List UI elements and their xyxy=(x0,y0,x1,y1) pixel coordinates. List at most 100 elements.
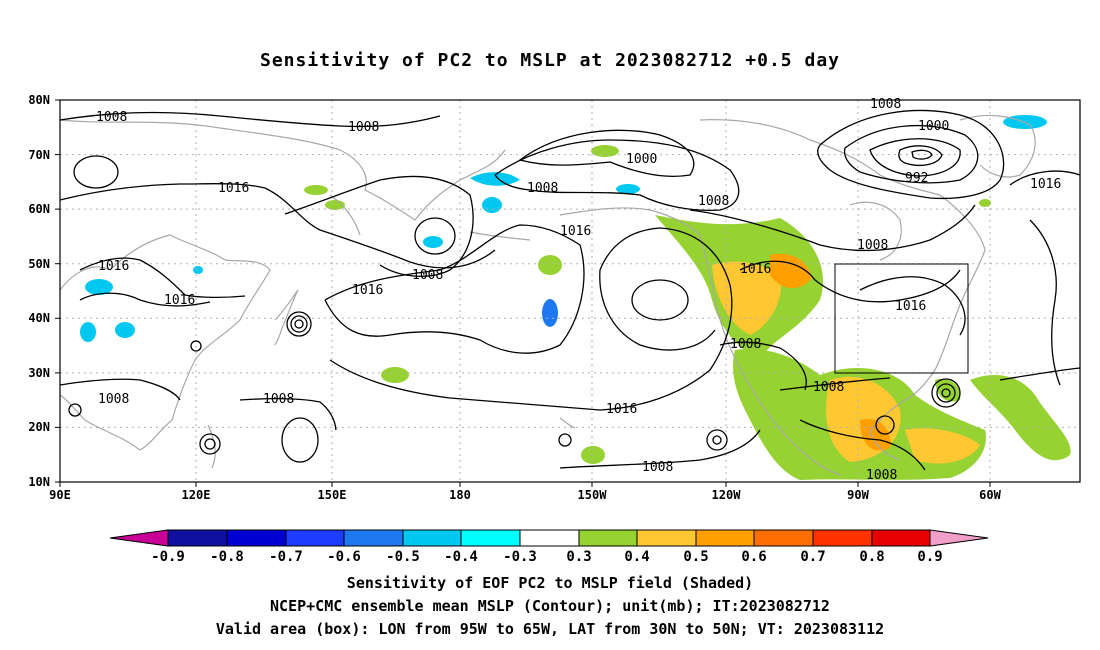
colorbar-label: -0.7 xyxy=(269,549,303,565)
shade-negative-patch xyxy=(115,322,135,338)
lat-label: 20N xyxy=(28,420,50,434)
coast-alaska xyxy=(559,207,701,236)
low-center-ring xyxy=(294,319,304,329)
isobar-1008 xyxy=(284,175,474,277)
isobar-1008 xyxy=(719,341,807,391)
isobar-1016 xyxy=(1009,170,1080,186)
lon-label: 180 xyxy=(449,488,471,502)
isobar-1000 xyxy=(843,124,979,184)
isobar-1016 xyxy=(1029,219,1061,386)
low-center-ring xyxy=(286,311,312,337)
isobar-1016 xyxy=(324,224,585,354)
isobar-label: 1016 xyxy=(352,283,383,298)
coastlines xyxy=(60,114,1036,476)
lat-label: 80N xyxy=(28,93,50,107)
sensitivity-shading xyxy=(80,115,1071,480)
colorbar-label: 0.7 xyxy=(800,549,825,565)
colorbar-label: -0.6 xyxy=(327,549,361,565)
isobar-label: 1000 xyxy=(626,152,657,167)
shade-positive-south-dark xyxy=(860,418,891,451)
isobar-1016 xyxy=(79,257,246,299)
isobar-1008 xyxy=(689,204,976,252)
shade-negative-patch xyxy=(423,236,443,248)
isobar-label: 1008 xyxy=(263,392,294,407)
coast-na-north xyxy=(699,119,941,196)
colorbar-segment xyxy=(636,529,697,547)
shade-negative-patch xyxy=(482,197,502,213)
colorbar-segment xyxy=(871,529,931,547)
latitude-labels: 80N 70N 60N 50N 40N 30N 20N 10N xyxy=(28,93,50,489)
isobar-label: 1016 xyxy=(606,402,637,417)
isobar-1008 xyxy=(999,367,1080,381)
lon-label: 120W xyxy=(712,488,742,502)
isobar-1024 xyxy=(73,155,119,189)
coast-philippines xyxy=(207,424,216,469)
isobar-1008 xyxy=(559,429,761,469)
shade-positive-patch xyxy=(591,145,619,157)
shade-negative-patch xyxy=(193,266,203,274)
colorbar-label: 0.5 xyxy=(683,549,708,565)
caption-shading: Sensitivity of EOF PC2 to MSLP field (Sh… xyxy=(346,574,754,592)
longitude-labels: 90E 120E 150E 180 150W 120W 90W 60W xyxy=(49,488,1001,502)
isobar-label: 1008 xyxy=(698,194,729,209)
isobar-1016 xyxy=(60,183,496,269)
isobar-label: 1016 xyxy=(164,293,195,308)
coast-aleutians xyxy=(469,231,531,241)
colorbar-segment xyxy=(812,529,873,547)
lon-label: 150E xyxy=(318,488,347,502)
isobar-label: 1016 xyxy=(740,262,771,277)
low-center-ring xyxy=(712,435,722,445)
valid-area-box xyxy=(834,263,969,374)
colorbar-label: 0.8 xyxy=(859,549,884,565)
isobar-label: 1008 xyxy=(870,97,901,112)
colorbar-segment xyxy=(402,529,462,547)
colorbar-segment xyxy=(519,529,580,547)
isobar-label: 1016 xyxy=(1030,177,1061,192)
lon-label: 150W xyxy=(578,488,608,502)
lon-label: 120E xyxy=(182,488,211,502)
colorbar-segment xyxy=(285,529,345,547)
figure-title: Sensitivity of PC2 to MSLP at 2023082712… xyxy=(259,50,840,71)
coast-asia xyxy=(60,234,271,451)
isobar-1024 xyxy=(281,417,319,463)
shade-positive-atlantic xyxy=(970,375,1071,461)
low-center-ring xyxy=(558,433,572,447)
low-center-ring xyxy=(931,378,961,408)
isobar-label: 1008 xyxy=(866,468,897,483)
lon-label: 90E xyxy=(49,488,71,502)
isobar-1008 xyxy=(60,111,441,128)
shade-negative-patch xyxy=(542,299,558,327)
isobar-label: 1008 xyxy=(412,268,443,283)
isobar-1008 xyxy=(799,419,926,471)
colorbar-segment xyxy=(167,529,228,547)
colorbar-label: 0.4 xyxy=(624,549,649,565)
colorbar-segment xyxy=(460,529,521,547)
low-center-ring xyxy=(199,433,221,455)
lon-label: 90W xyxy=(847,488,869,502)
isobar-label: 1008 xyxy=(527,181,558,196)
coast-hawaii xyxy=(559,417,576,429)
axis-ticks xyxy=(55,99,991,487)
isobar-1024 xyxy=(414,217,456,255)
isobar-label: 1008 xyxy=(348,120,379,135)
colorbar-label: -0.3 xyxy=(503,549,537,565)
shade-positive-patch xyxy=(979,199,991,207)
lon-label: 60W xyxy=(979,488,1001,502)
coast-gulf xyxy=(869,399,906,461)
lat-label: 70N xyxy=(28,148,50,162)
shade-negative-patch xyxy=(616,184,640,194)
colorbar-low-arrow xyxy=(109,529,169,547)
isobar-1016 xyxy=(329,227,733,411)
low-center-ring xyxy=(875,415,895,435)
coast-greenland xyxy=(959,114,1036,178)
colorbar-segment xyxy=(343,529,404,547)
isobar-1000 xyxy=(518,129,695,177)
low-center-ring xyxy=(204,438,216,450)
isobar-label: 1016 xyxy=(98,259,129,274)
isobar-label: 1008 xyxy=(642,460,673,475)
lat-label: 50N xyxy=(28,257,50,271)
shade-negative-patch xyxy=(470,172,520,186)
isobar-1008 xyxy=(779,377,891,391)
colorbar-label: 0.9 xyxy=(917,549,942,565)
colorbar-label: -0.9 xyxy=(151,549,185,565)
